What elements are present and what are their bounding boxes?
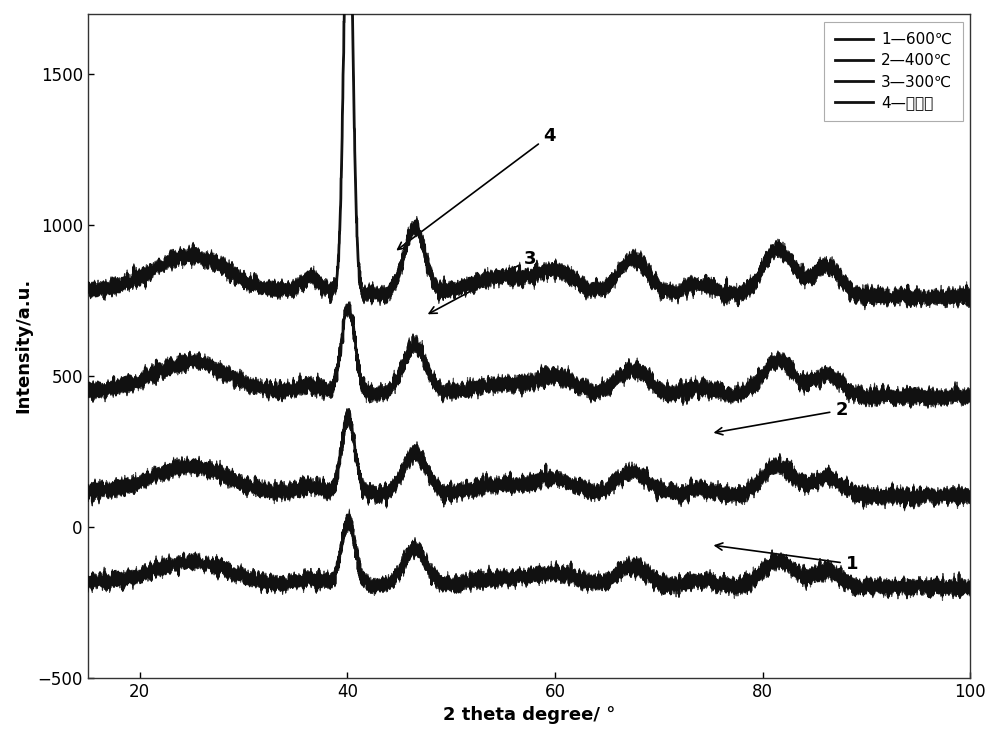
Text: 1: 1 <box>715 543 858 573</box>
Text: 4: 4 <box>398 127 556 249</box>
X-axis label: 2 theta degree/ °: 2 theta degree/ ° <box>443 706 615 724</box>
Text: 3: 3 <box>429 250 536 314</box>
Legend: 1—600℃, 2—400℃, 3—300℃, 4—不焼烧: 1—600℃, 2—400℃, 3—300℃, 4—不焼烧 <box>824 21 963 121</box>
Text: 2: 2 <box>715 401 848 435</box>
Y-axis label: Intensity/a.u.: Intensity/a.u. <box>14 278 32 413</box>
